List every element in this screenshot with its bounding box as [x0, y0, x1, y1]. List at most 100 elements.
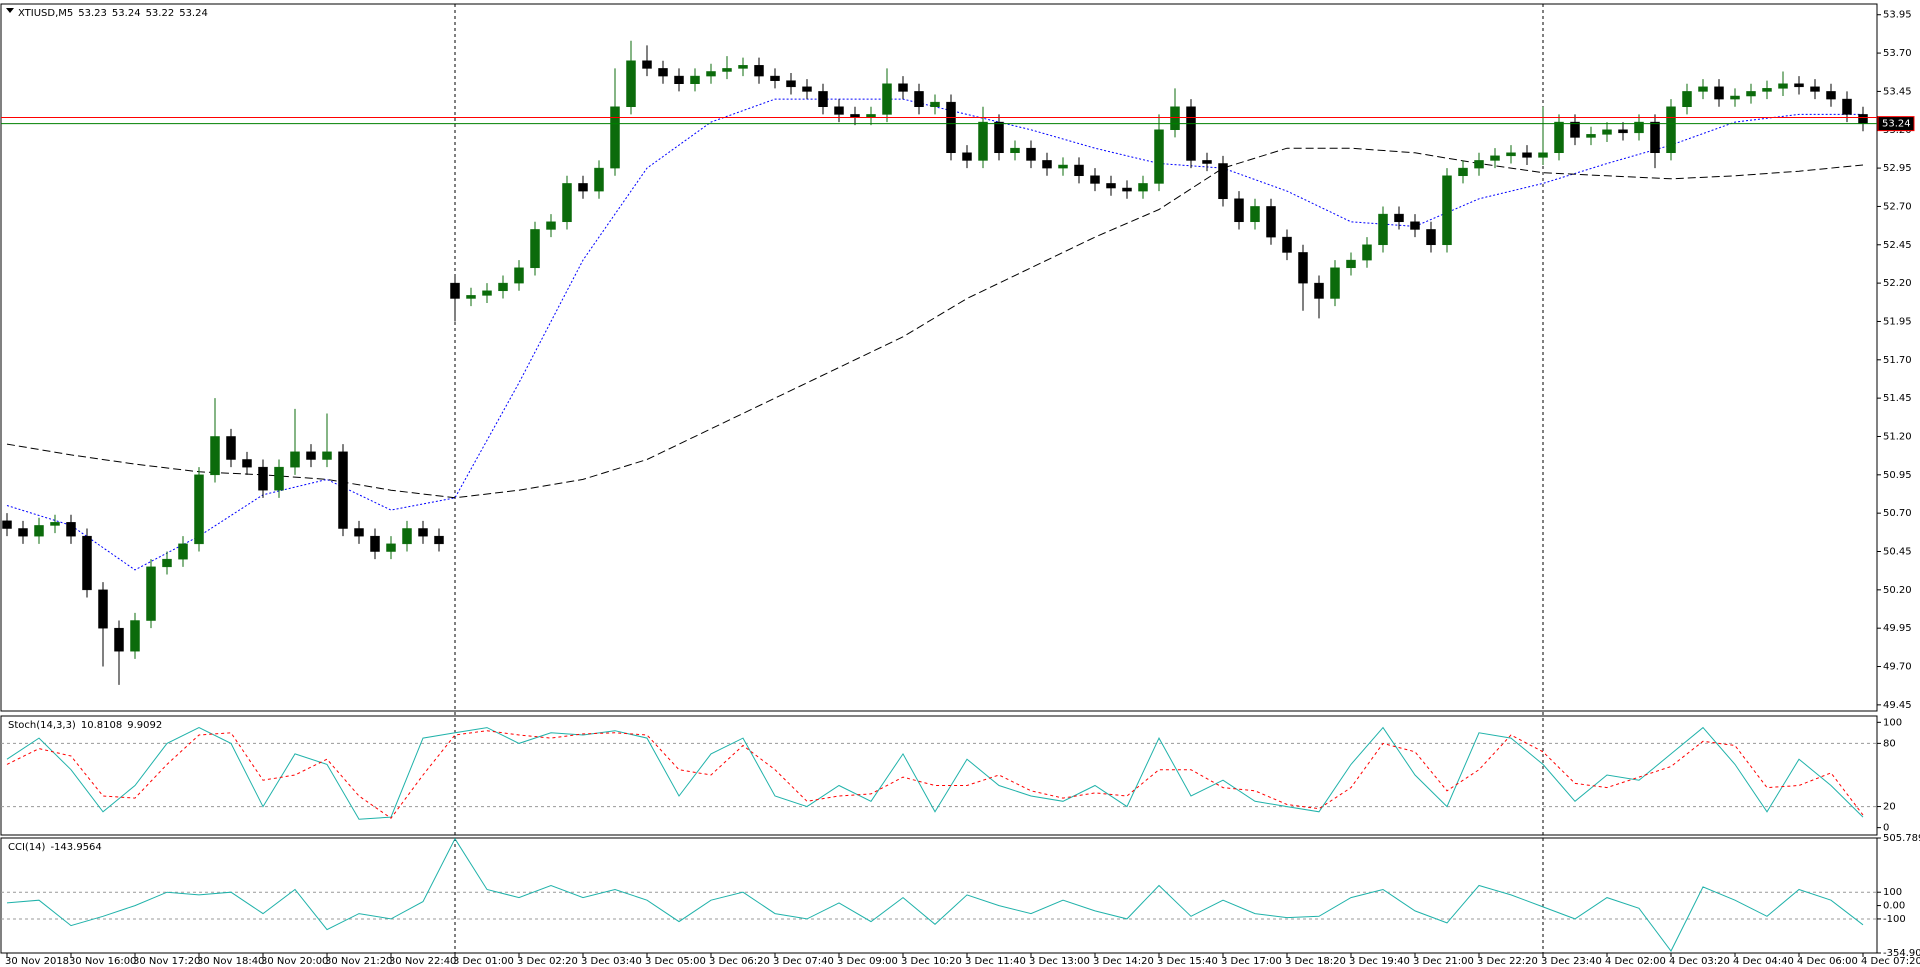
x-tick-label: 30 Nov 17:20: [133, 956, 200, 967]
candle-body: [738, 65, 748, 69]
indicator-line: [6, 730, 1864, 819]
y-tick-label: 50.20: [1883, 585, 1912, 596]
y-tick-label: -354.907: [1883, 948, 1920, 959]
candle-body: [1506, 152, 1516, 157]
x-tick-label: 3 Dec 17:00: [1221, 956, 1282, 967]
candle-body: [770, 75, 780, 81]
menu-triangle[interactable]: [6, 8, 14, 13]
candle-body: [930, 101, 940, 108]
y-tick-label: 53.95: [1883, 10, 1912, 21]
candle-body: [1554, 121, 1564, 154]
candle-body: [18, 528, 28, 537]
candle-body: [1090, 175, 1100, 184]
candle-body: [898, 83, 908, 92]
x-tick-label: 4 Dec 02:00: [1605, 956, 1666, 967]
candle-body: [1634, 121, 1644, 134]
candle-body: [82, 535, 92, 591]
candle-body: [242, 459, 252, 468]
candle-body: [1714, 86, 1724, 100]
candle-body: [882, 83, 892, 115]
x-tick-label: 3 Dec 19:40: [1349, 956, 1410, 967]
candle-body: [178, 543, 188, 560]
indicator-name: CCI(14): [8, 842, 46, 853]
candle-body: [50, 522, 60, 526]
candle-body: [1442, 175, 1452, 246]
candle-body: [402, 528, 412, 545]
header-value: 53.24: [179, 8, 208, 19]
candle-body: [1170, 106, 1180, 131]
candle-body: [322, 451, 332, 460]
candle-body: [1154, 129, 1164, 184]
candle-body: [1794, 83, 1804, 88]
candle-body: [114, 627, 124, 652]
candle-body: [498, 282, 508, 292]
candle-body: [1778, 83, 1788, 89]
candle-body: [706, 71, 716, 77]
x-tick-label: 3 Dec 01:00: [453, 956, 514, 967]
y-tick-label: 52.20: [1883, 278, 1912, 289]
x-tick-label: 3 Dec 09:00: [837, 956, 898, 967]
panel-frame: [0, 715, 1878, 836]
candle-body: [1426, 229, 1436, 246]
indicator-name: XTIUSD,M5: [18, 8, 73, 19]
y-tick-label: 53.70: [1883, 48, 1912, 59]
candle-body: [594, 167, 604, 192]
candle-body: [1250, 206, 1260, 223]
x-tick-label: 3 Dec 05:00: [645, 956, 706, 967]
candle-body: [818, 91, 828, 108]
x-tick-label: 3 Dec 06:20: [709, 956, 770, 967]
candle-body: [546, 221, 556, 230]
candle-body: [1298, 252, 1308, 284]
candle-body: [130, 620, 140, 652]
candle-body: [1106, 183, 1116, 189]
candle-body: [514, 267, 524, 284]
candle-body: [98, 589, 108, 629]
candle-body: [1266, 206, 1276, 238]
candle-body: [370, 535, 380, 552]
candle-body: [530, 229, 540, 269]
y-tick-label: 51.70: [1883, 355, 1912, 366]
candle-body: [1730, 95, 1740, 100]
panel-header: CCI(14) -143.9564: [8, 842, 102, 853]
candle-body: [1058, 164, 1068, 169]
y-tick-label: 52.45: [1883, 240, 1912, 251]
x-tick-label: 30 Nov 16:00: [69, 956, 136, 967]
candle-body: [1474, 160, 1484, 169]
x-tick-label: 3 Dec 07:40: [773, 956, 834, 967]
candle-body: [802, 86, 812, 92]
x-tick-label: 30 Nov 21:20: [325, 956, 392, 967]
candle-body: [66, 522, 76, 537]
candle-body: [978, 121, 988, 161]
candle-body: [450, 282, 460, 299]
header-value: 53.23: [78, 8, 107, 19]
candle-body: [1842, 98, 1852, 115]
candle-body: [1586, 134, 1596, 138]
candle-body: [1522, 152, 1532, 158]
y-tick-label: 50.95: [1883, 470, 1912, 481]
x-tick-label: 30 Nov 20:00: [261, 956, 328, 967]
candle-body: [146, 566, 156, 621]
candle-body: [1314, 282, 1324, 299]
candle-body: [722, 68, 732, 72]
candle-body: [194, 474, 204, 545]
candle-body: [1762, 88, 1772, 92]
candle-body: [914, 91, 924, 108]
candle-body: [1682, 91, 1692, 108]
candle-body: [1282, 236, 1292, 253]
indicator-line: [6, 726, 1864, 820]
last-price-box: [1877, 116, 1915, 132]
candle-body: [834, 106, 844, 115]
candle-body: [290, 451, 300, 468]
x-tick-label: 3 Dec 15:40: [1157, 956, 1218, 967]
y-tick-label: 49.45: [1883, 700, 1912, 711]
x-tick-label: 4 Dec 04:40: [1733, 956, 1794, 967]
candle-body: [1026, 147, 1036, 161]
candle-body: [1042, 160, 1052, 169]
candle-body: [1666, 106, 1676, 154]
candle-body: [1618, 129, 1628, 134]
y-tick-label: 100: [1883, 887, 1902, 898]
header-value: 10.8108: [81, 720, 122, 731]
y-tick-label: 0: [1883, 823, 1889, 834]
candle-body: [1218, 163, 1228, 200]
